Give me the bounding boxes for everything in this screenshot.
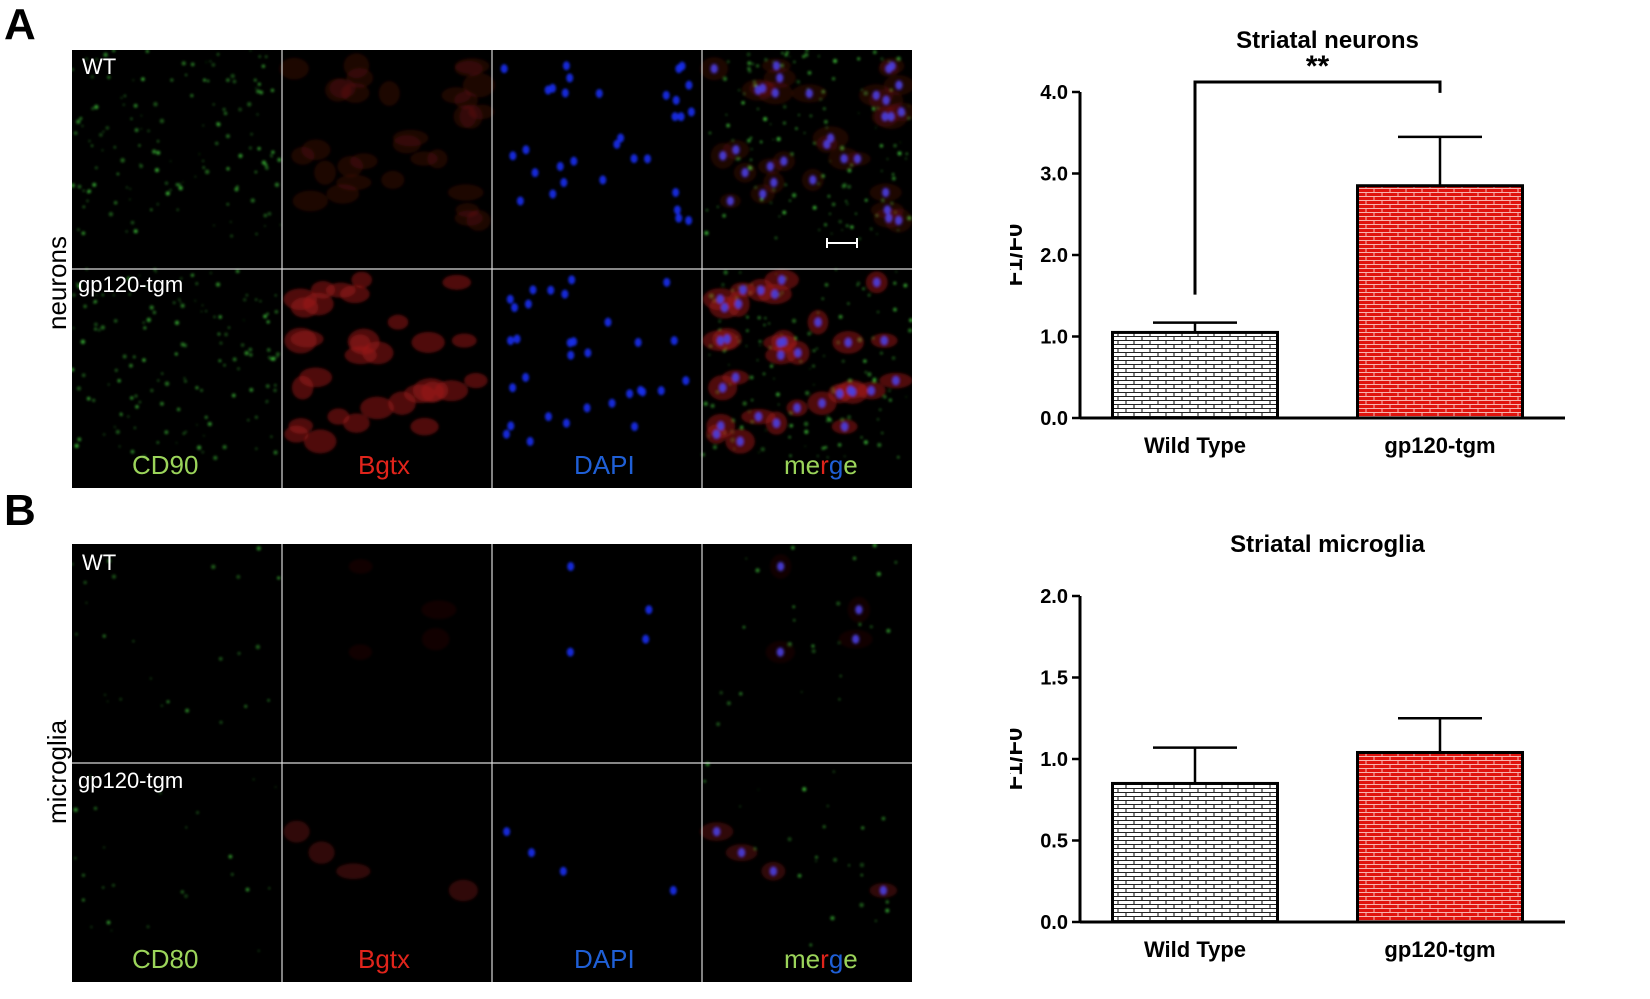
merge-letter: e xyxy=(805,944,821,974)
merge-letter: e xyxy=(843,944,858,974)
y-tick-label: 1.5 xyxy=(1040,668,1068,690)
y-tick-label: 0.5 xyxy=(1040,831,1068,853)
y-tick-label: 0.0 xyxy=(1040,408,1068,430)
x-tick-label: gp120-tgm xyxy=(1384,433,1495,458)
significance-bracket xyxy=(1193,80,1442,295)
micrograph-grid-microglia: WT gp120-tgm CD80 Bgtx DAPI merge xyxy=(72,544,912,982)
micrograph-grid-neurons: WT gp120-tgm CD90 Bgtx DAPI merge xyxy=(72,50,912,488)
bar-wild-type xyxy=(1111,330,1279,420)
bar-wild-type xyxy=(1111,781,1279,924)
y-tick-label: 1.0 xyxy=(1040,749,1068,771)
channel-label-dapi-b: DAPI xyxy=(574,944,635,974)
merge-letter: m xyxy=(784,944,806,974)
significance-stars: ** xyxy=(1306,50,1330,83)
bar-gp120-tgm xyxy=(1356,184,1524,420)
row-name-wt-b: WT xyxy=(82,550,117,575)
merge-letter: g xyxy=(828,450,844,480)
x-tick-label: Wild Type xyxy=(1144,433,1246,458)
merge-letter: r xyxy=(820,450,829,480)
chart-microglia-svg: Striatal microglia 0.0 0.5 1.0 1.5 2.0 F1/F0 Wi… xyxy=(1001,531,1565,962)
chart-title: Striatal neurons xyxy=(1236,27,1419,54)
chart-striatal-neurons: Striatal neurons 0.0 1.0 2.0 3.0 4.0 F1/F0 Wild… xyxy=(1001,16,1640,486)
channel-label-cd90: CD90 xyxy=(132,450,199,480)
channel-label-bgtx: Bgtx xyxy=(358,450,411,480)
merge-letter: e xyxy=(843,450,858,480)
channel-label-bgtx-b: Bgtx xyxy=(358,944,411,974)
x-tick-label: Wild Type xyxy=(1144,937,1246,962)
chart-striatal-microglia: Striatal microglia 0.0 0.5 1.0 1.5 2.0 F1/F0 Wi… xyxy=(1001,520,1640,990)
channel-label-cd80: CD80 xyxy=(132,944,199,974)
y-tick-label: 1.0 xyxy=(1040,327,1068,349)
merge-letter: m xyxy=(784,450,806,480)
y-tick-label: 3.0 xyxy=(1040,164,1068,186)
panel-letter-b: B xyxy=(4,486,36,535)
y-axis-label: F1/F0 xyxy=(1010,728,1028,791)
micrograph-image-neurons xyxy=(72,50,912,488)
row-label-microglia: microglia xyxy=(42,719,72,824)
y-tick-label: 0.0 xyxy=(1040,912,1068,934)
chart-title: Striatal microglia xyxy=(1230,531,1425,558)
x-tick-label: gp120-tgm xyxy=(1384,937,1495,962)
channel-label-merge-b: merge xyxy=(784,944,858,975)
y-tick-label: 2.0 xyxy=(1040,586,1068,608)
y-tick-label: 4.0 xyxy=(1040,82,1068,104)
bar-gp120-tgm xyxy=(1356,750,1524,924)
row-name-wt: WT xyxy=(82,54,117,79)
chart-neurons-svg: Striatal neurons 0.0 1.0 2.0 3.0 4.0 F1/F0 Wild… xyxy=(1001,27,1565,458)
merge-letter: g xyxy=(828,944,844,974)
micrograph-image-microglia xyxy=(72,544,912,982)
channel-label-dapi: DAPI xyxy=(574,450,635,480)
row-name-gp120-b: gp120-tgm xyxy=(78,768,184,793)
y-tick-label: 2.0 xyxy=(1040,245,1068,267)
y-axis-label: F1/F0 xyxy=(1010,224,1028,287)
row-name-gp120: gp120-tgm xyxy=(78,272,184,297)
panel-letter-a: A xyxy=(4,0,36,49)
channel-label-merge: merge xyxy=(784,450,858,481)
row-label-neurons: neurons xyxy=(42,236,72,330)
merge-letter: r xyxy=(820,944,829,974)
merge-letter: e xyxy=(805,450,821,480)
